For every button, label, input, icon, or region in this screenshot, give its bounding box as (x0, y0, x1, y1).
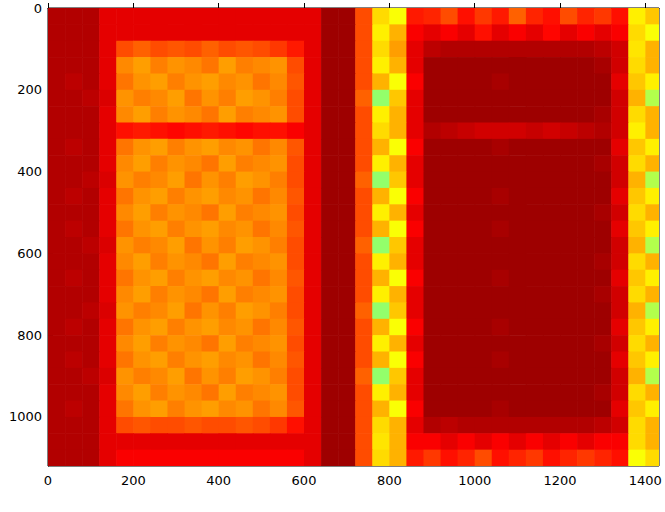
svg-text:600: 600 (17, 246, 42, 261)
svg-text:1000: 1000 (9, 409, 42, 424)
svg-text:400: 400 (206, 473, 231, 488)
svg-text:400: 400 (17, 164, 42, 179)
svg-text:200: 200 (121, 473, 146, 488)
svg-text:0: 0 (34, 1, 42, 16)
svg-text:1200: 1200 (543, 473, 576, 488)
svg-text:1400: 1400 (629, 473, 662, 488)
svg-text:800: 800 (17, 328, 42, 343)
svg-text:1000: 1000 (458, 473, 491, 488)
svg-text:0: 0 (44, 473, 52, 488)
svg-text:600: 600 (292, 473, 317, 488)
svg-text:200: 200 (17, 82, 42, 97)
svg-text:800: 800 (377, 473, 402, 488)
